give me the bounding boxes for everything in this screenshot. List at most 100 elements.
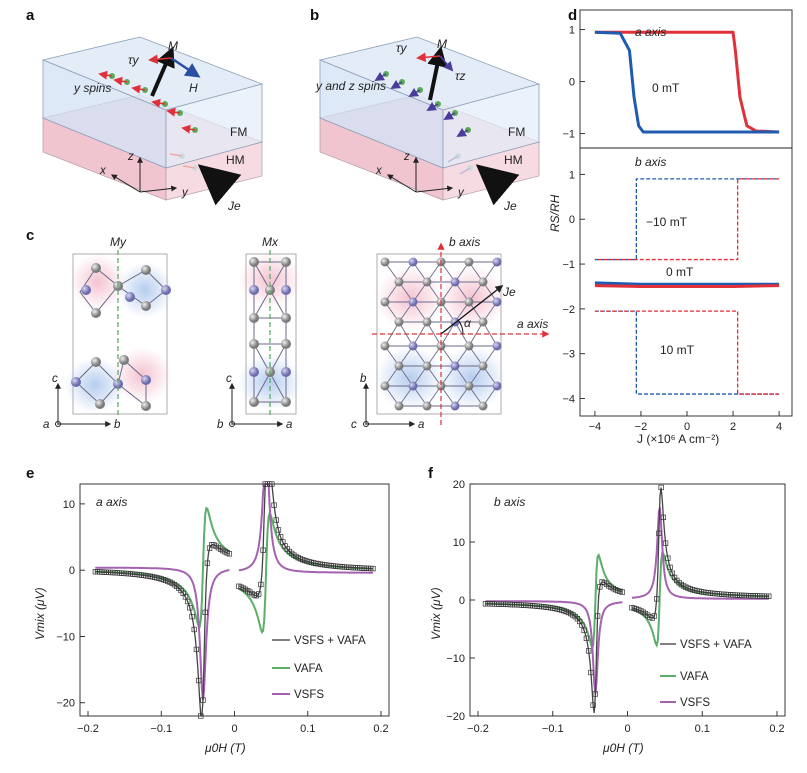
panel-label-f: f: [428, 465, 434, 482]
d-bottom-ytick-label: −2: [562, 304, 575, 316]
e-legend: VSFS + VAFA VAFA VSFS: [272, 635, 366, 701]
data-point: [656, 530, 662, 536]
data-point: [592, 691, 599, 697]
xtick-label: 0.2: [373, 723, 388, 735]
data-point: [204, 560, 211, 566]
d-bottom-series: [594, 281, 780, 286]
e-legend-0: VSFS + VAFA: [294, 635, 366, 647]
data-point: [258, 581, 264, 588]
f-ylabel: Vmix (μV): [429, 587, 443, 640]
lattice-atom: [380, 381, 390, 391]
ytick-label: −20: [56, 698, 75, 710]
svg-text:a: a: [43, 419, 49, 431]
data-point: [189, 613, 195, 620]
panel-f-chart: −0.2 −0.1 0 0.1 0.2 20 10 0 −10 −20 b axis μ0H (T…: [429, 479, 786, 755]
d-bottom-ytick-label: 1: [569, 169, 575, 181]
f-legend-2: VSFS: [680, 697, 710, 709]
d-xtick-label: 0: [684, 421, 690, 433]
lattice-atom: [408, 297, 418, 307]
lattice-atom: [492, 381, 502, 391]
e-ylabel: Vmix (μV): [33, 587, 47, 640]
crystal-left: My c a b: [43, 235, 173, 431]
data-point: [275, 527, 282, 533]
axes-c-mid: c b a: [217, 373, 292, 431]
d-bottom-series: [594, 310, 780, 395]
e-frame: [79, 483, 390, 717]
f-legend: VSFS + VAFA VAFA VSFS: [660, 639, 752, 709]
panel-labels: a b c d e f: [26, 7, 577, 482]
series-vsfs: [631, 507, 769, 600]
d-label-0: 0 mT: [666, 265, 694, 279]
data-point: [594, 613, 601, 619]
data-point: [277, 534, 284, 540]
panel-b-schematic: M τy τz y and z spins FM HM Je x y z: [315, 36, 541, 213]
panel-label-b: b: [310, 7, 319, 24]
f-annotation: b axis: [494, 495, 525, 509]
d-xtick-label: −2: [635, 421, 648, 433]
svg-text:b: b: [360, 373, 367, 385]
label-spins-b: y and z spins: [315, 79, 386, 93]
data-point: [273, 517, 279, 523]
lattice-atom: [408, 341, 418, 351]
label-m-b: M: [437, 37, 447, 51]
axes-triad-a: x y z: [99, 151, 189, 199]
data-point: [191, 626, 197, 633]
d-bottom-ytick-label: −3: [562, 349, 575, 361]
xtick-label: 0.1: [300, 723, 315, 735]
data-point: [667, 564, 673, 570]
xtick-label: 0.1: [695, 723, 710, 735]
data-point: [583, 635, 590, 641]
e-plot: −0.2 −0.1 0 0.1 0.2 10 0 −10 −20: [56, 481, 389, 735]
crystal-right: b axis a axis α Je b c a: [351, 235, 550, 431]
ytick-label: −10: [56, 631, 75, 643]
e-legend-1: VAFA: [294, 663, 323, 675]
d-bottom-annotation: b axis: [635, 155, 666, 169]
xtick-label: 0.2: [769, 723, 784, 735]
lattice-atom: [478, 317, 488, 327]
svg-text:y: y: [181, 187, 189, 199]
lattice-atom: [408, 257, 418, 267]
panel-c-crystal: My c a b: [43, 235, 550, 431]
f-plot: −0.2 −0.1 0 0.1 0.2 20 10 0 −10 −20: [446, 479, 784, 735]
fm-layer-side: [165, 83, 263, 169]
data-point: [184, 598, 191, 605]
data-point: [370, 565, 376, 572]
lattice-atom: [464, 257, 474, 267]
data-point: [588, 669, 594, 676]
d-top-series-blue: [594, 30, 780, 134]
data-point: [256, 591, 262, 597]
atoms-right: [380, 257, 502, 411]
series-vsfs: [485, 600, 623, 695]
d-label-neg10: −10 mT: [646, 215, 688, 229]
data-point: [619, 589, 625, 595]
data-point: [198, 713, 204, 719]
ytick-label: 0: [459, 595, 465, 607]
d-bottom-series: [594, 178, 780, 261]
lattice-atom: [380, 257, 390, 267]
data-point: [202, 609, 208, 616]
label-tau-y: τy: [396, 41, 407, 55]
data-point: [187, 605, 193, 611]
label-hm: HM: [226, 153, 245, 167]
data-point: [271, 502, 277, 508]
e-legend-2: VSFS: [294, 689, 324, 701]
f-legend-0: VSFS + VAFA: [680, 639, 752, 651]
torque-arrow: [148, 54, 172, 65]
label-current-b: Je: [503, 199, 517, 213]
d-bottom-ytick-label: −4: [562, 394, 575, 406]
d-top-ytick-label: −1: [562, 129, 575, 141]
d-xtick-label: 4: [776, 421, 782, 433]
svg-text:c: c: [52, 373, 58, 385]
data-point: [581, 627, 587, 634]
data-point: [651, 613, 658, 619]
lattice-atom: [450, 401, 460, 411]
svg-text:x: x: [375, 165, 383, 177]
lattice-atom: [450, 277, 460, 287]
d-top-ytick-label: 1: [569, 25, 575, 37]
axes-c-right: b c a: [351, 373, 424, 431]
d-bottom-ytick-label: −1: [562, 259, 575, 271]
xtick-label: −0.2: [467, 723, 489, 735]
xtick-label: 0: [231, 723, 237, 735]
